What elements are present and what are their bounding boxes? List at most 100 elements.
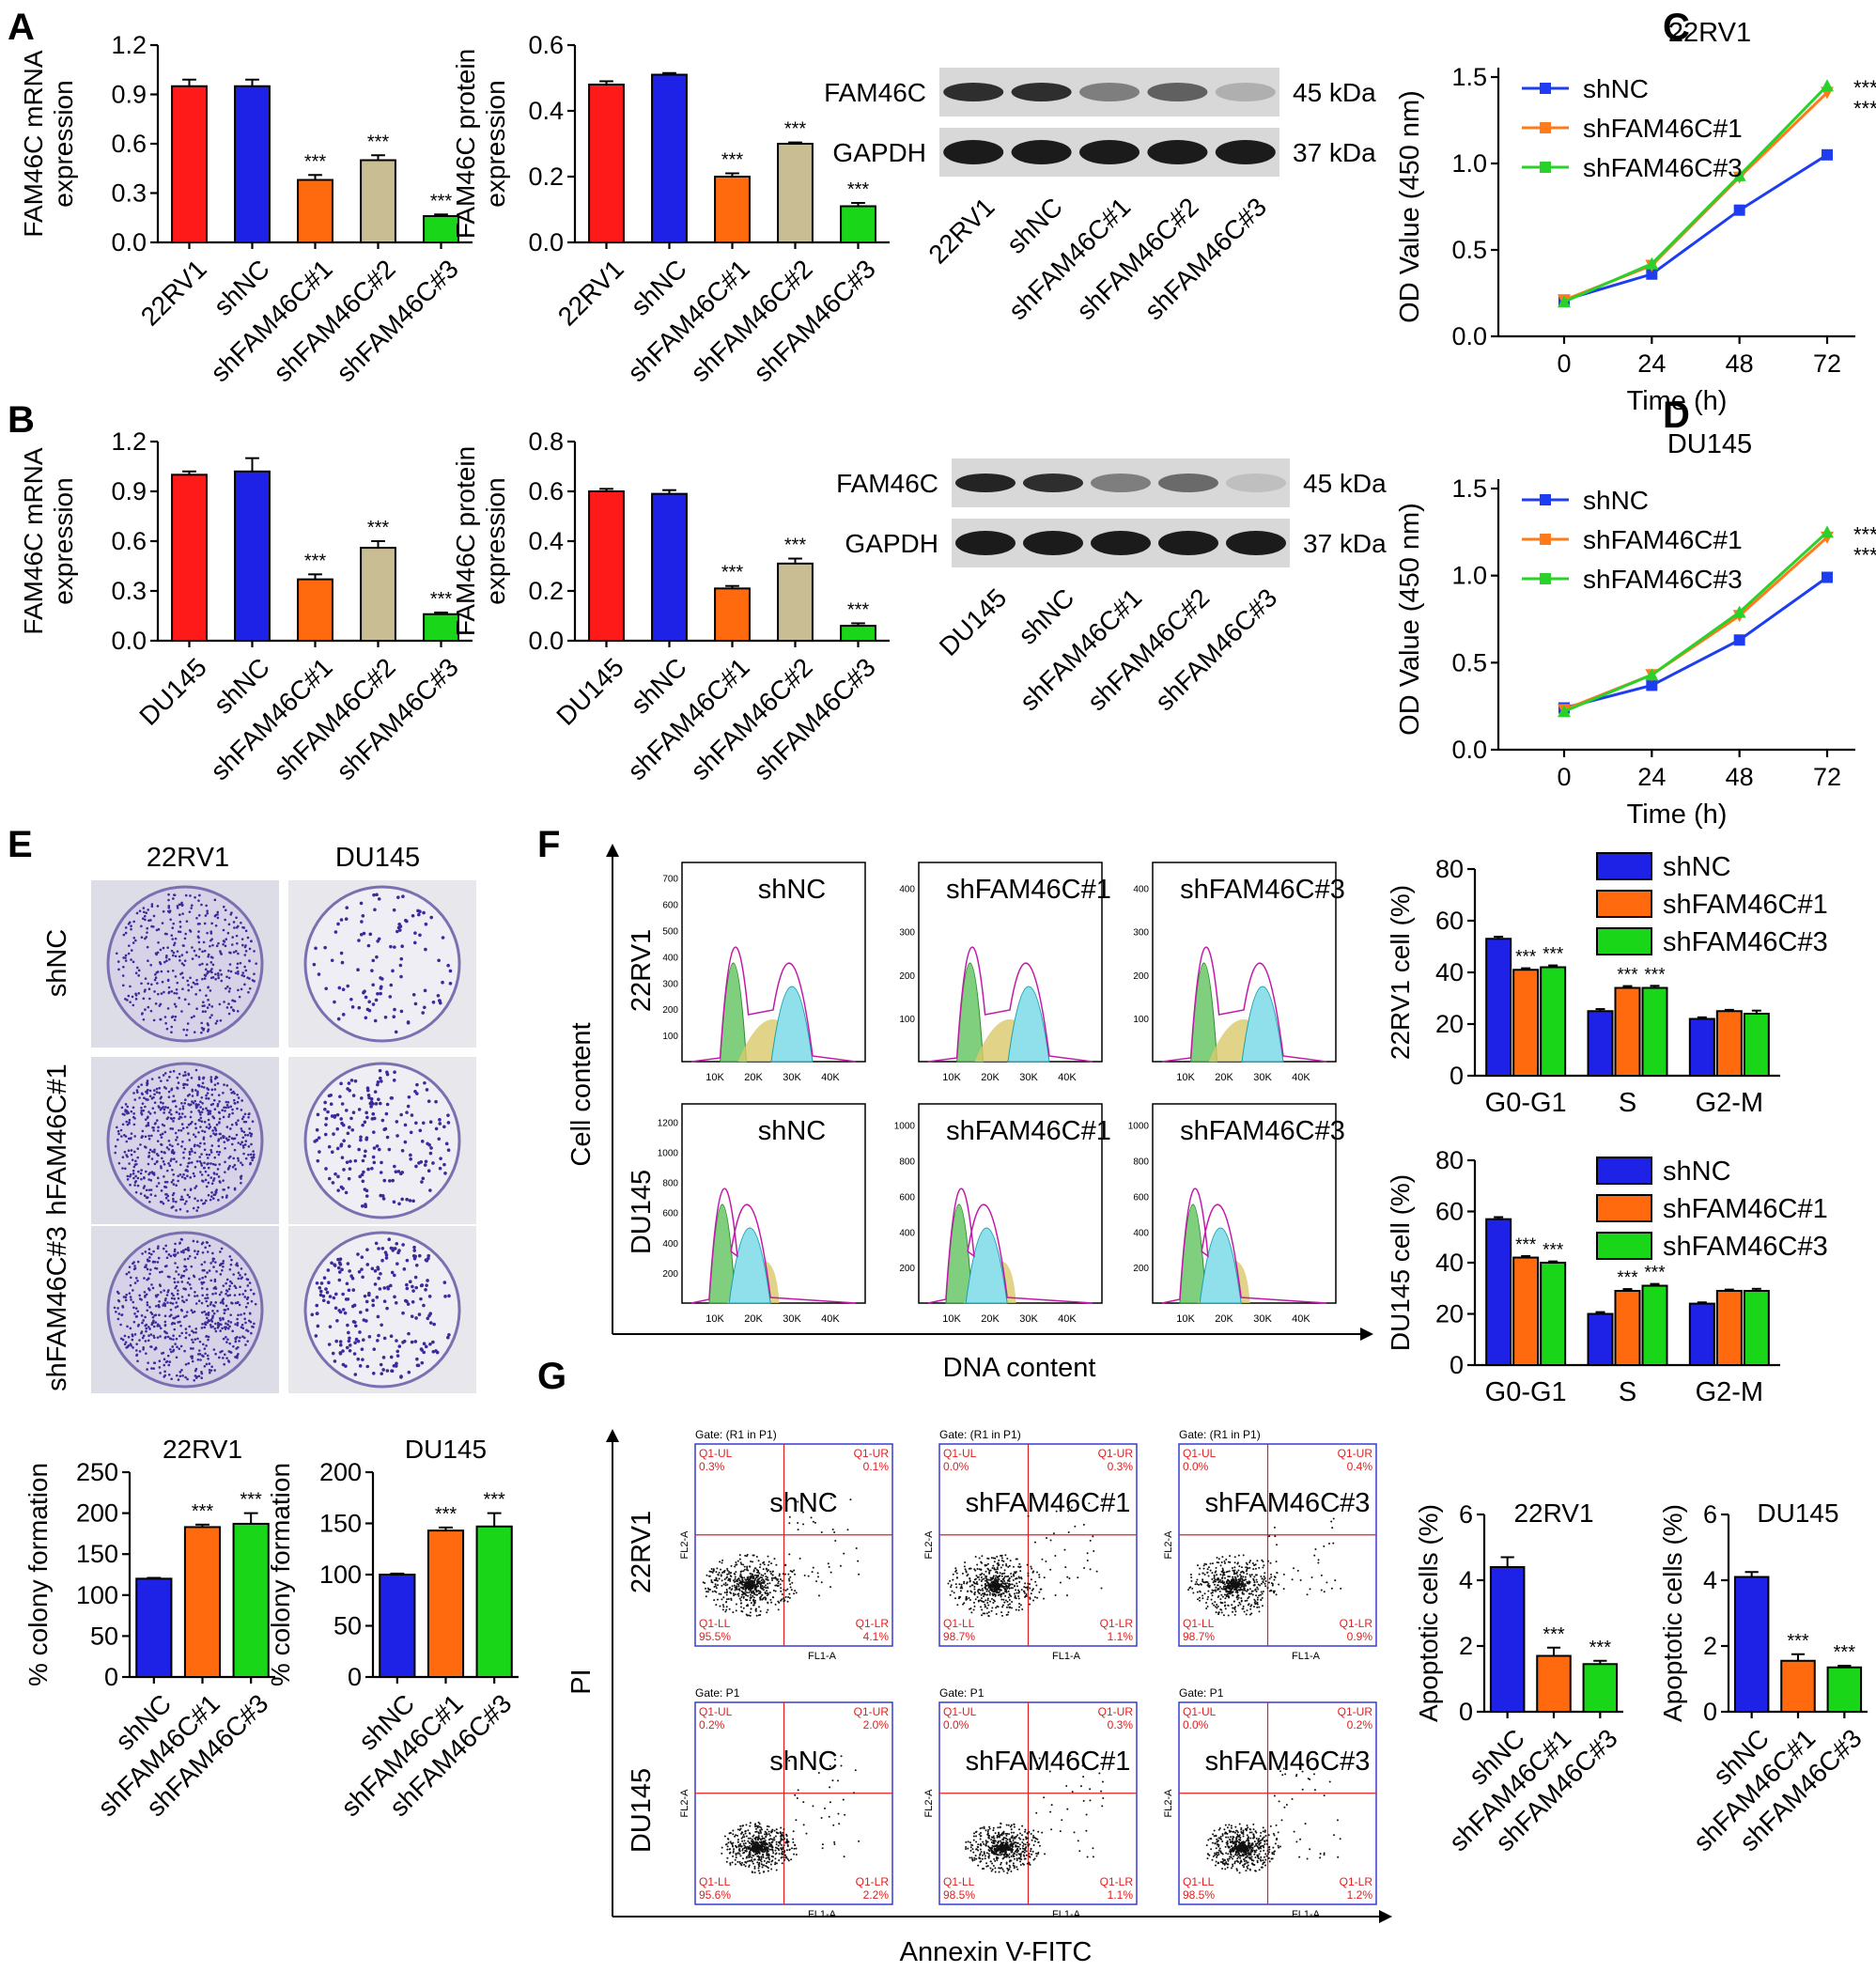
colony — [219, 1263, 223, 1266]
arrow-head — [606, 844, 619, 857]
colony — [365, 1364, 370, 1369]
event-dot — [750, 1575, 752, 1577]
event-dot — [1040, 1588, 1043, 1591]
event-dot — [774, 1603, 777, 1606]
colony — [192, 1101, 195, 1105]
event-dot — [1190, 1579, 1193, 1582]
colony — [139, 1143, 142, 1146]
data-point — [1732, 605, 1746, 618]
colony — [160, 1291, 163, 1294]
colony — [194, 1165, 197, 1169]
colony — [395, 1134, 399, 1138]
colony — [336, 1257, 340, 1262]
colony — [228, 1294, 232, 1297]
colony — [426, 1099, 431, 1104]
x-axis-label: Annexin V-FITC — [900, 1937, 1093, 1967]
event-dot — [1244, 1599, 1247, 1602]
bar — [588, 84, 625, 243]
colony — [158, 1283, 162, 1286]
colony — [312, 962, 317, 967]
colony — [373, 1090, 378, 1094]
event-dot — [1027, 1582, 1030, 1585]
colony — [158, 1299, 161, 1303]
colony — [153, 978, 157, 982]
event-dot — [1012, 1578, 1015, 1581]
colony — [180, 1238, 184, 1241]
y-tick-label: 200 — [319, 1458, 362, 1486]
colony — [127, 1149, 131, 1153]
colony — [344, 1109, 349, 1112]
colony — [189, 976, 192, 980]
colony — [240, 973, 244, 977]
colony — [317, 1136, 321, 1140]
event-dot — [1003, 1579, 1006, 1582]
panel-letter: F — [537, 824, 560, 865]
colony — [168, 1348, 172, 1351]
colony — [226, 1106, 230, 1109]
event-dot — [778, 1573, 781, 1576]
bar — [1485, 938, 1512, 1077]
colony — [133, 1265, 136, 1267]
colony — [160, 1136, 163, 1139]
colony — [426, 1141, 429, 1146]
colony — [195, 916, 198, 920]
colony — [410, 1113, 414, 1117]
event-dot — [795, 1592, 798, 1594]
colony — [201, 1276, 204, 1280]
colony — [214, 977, 217, 981]
colony — [125, 1346, 129, 1349]
colony — [351, 1110, 356, 1115]
event-dot — [969, 1607, 971, 1610]
data-point — [1645, 668, 1659, 681]
bar — [1614, 1289, 1641, 1366]
colony — [130, 927, 132, 931]
sample-label: shFAM46C#1 — [946, 875, 1111, 905]
colony — [135, 1314, 139, 1318]
colony — [243, 965, 246, 969]
colony — [173, 941, 177, 945]
colony — [414, 1285, 419, 1290]
colony — [434, 1349, 438, 1353]
colony — [125, 1154, 128, 1157]
colony — [347, 1176, 351, 1181]
colony — [142, 997, 146, 1001]
colony — [173, 1018, 177, 1021]
colony — [222, 928, 225, 932]
colony — [159, 1133, 163, 1137]
colony — [172, 951, 176, 955]
event-dot — [771, 1579, 774, 1582]
legend-label: shNC — [1663, 1157, 1731, 1187]
event-dot — [1007, 1578, 1010, 1581]
colony — [129, 1172, 132, 1176]
event-dot — [744, 1587, 747, 1590]
colony — [363, 1294, 367, 1298]
colony — [156, 951, 160, 955]
colony — [420, 1180, 424, 1184]
event-dot — [1224, 1576, 1227, 1579]
colony — [207, 953, 210, 956]
colony — [211, 943, 214, 947]
colony — [207, 1181, 210, 1185]
colony — [242, 1312, 246, 1315]
colony — [360, 920, 364, 924]
colony — [185, 1028, 189, 1032]
colony — [438, 1166, 442, 1171]
colony — [172, 1095, 176, 1097]
x-tick-label: 20K — [981, 1072, 1000, 1083]
quadrant-value: 98.7% — [943, 1630, 975, 1643]
colony — [198, 1353, 202, 1356]
colony — [191, 1311, 194, 1314]
event-dot — [1027, 1589, 1030, 1592]
event-dot — [981, 1561, 984, 1564]
event-dot — [981, 1584, 984, 1587]
event-dot — [1188, 1587, 1191, 1590]
scatter-frame — [938, 1443, 1138, 1647]
event-dot — [961, 1572, 964, 1575]
colony — [172, 897, 175, 900]
event-dot — [990, 1609, 993, 1612]
event-dot — [1224, 1607, 1227, 1610]
event-dot — [996, 1555, 999, 1558]
colony — [227, 1115, 230, 1118]
colony — [394, 1300, 398, 1305]
